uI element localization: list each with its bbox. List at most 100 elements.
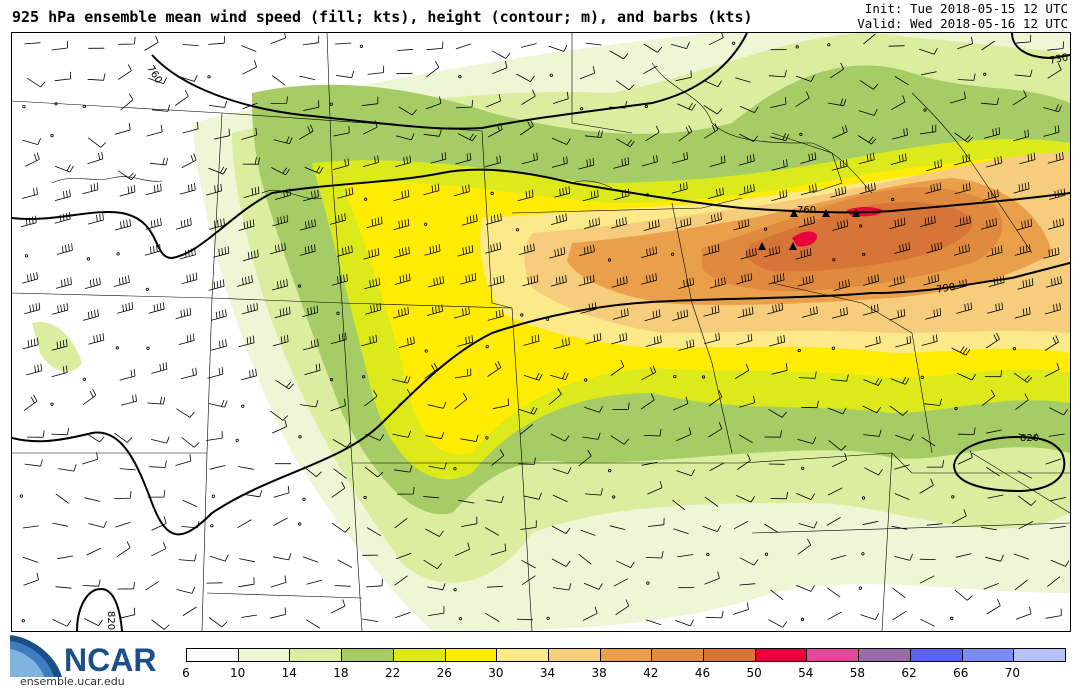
wind-barb — [1045, 458, 1061, 465]
wind-barb — [703, 80, 722, 88]
wind-barb — [208, 100, 228, 108]
colorbar-tick-label: 58 — [849, 666, 866, 680]
wind-barb — [733, 218, 750, 231]
wind-barb — [860, 613, 879, 620]
terrain-marker — [789, 242, 797, 250]
wind-barb — [894, 242, 911, 254]
wind-barb — [208, 218, 225, 230]
wind-barb — [485, 612, 500, 622]
wind-barb — [299, 219, 316, 231]
wind-barb — [455, 43, 472, 50]
colorbar-swatch — [858, 649, 910, 661]
wind-barb — [704, 496, 719, 507]
wind-barb — [708, 422, 723, 438]
calm-marker — [515, 228, 520, 232]
wind-barb — [738, 154, 755, 166]
wind-barb — [1014, 306, 1031, 319]
wind-barb — [797, 275, 814, 287]
calm-marker — [983, 72, 987, 76]
ncar-logo-text: NCAR — [64, 642, 156, 677]
wind-barb — [26, 363, 43, 376]
wind-barb — [579, 66, 596, 80]
wind-barb — [1047, 576, 1061, 587]
wind-barb — [242, 249, 259, 262]
wind-barb — [552, 583, 572, 591]
calm-marker — [607, 258, 612, 262]
wind-barb — [578, 553, 592, 565]
wind-barb — [645, 125, 660, 142]
wind-barb — [920, 71, 937, 76]
colorbar-tick-label: 62 — [901, 666, 917, 680]
wind-barb — [270, 96, 288, 104]
wind-barb — [237, 519, 252, 529]
wind-barb — [986, 429, 1002, 434]
wind-barb — [740, 247, 757, 260]
wind-barb — [957, 450, 973, 465]
wind-barb — [88, 520, 107, 528]
wind-barb — [82, 452, 99, 465]
colorbar-tick-label: 50 — [746, 666, 762, 680]
wind-barb — [300, 400, 319, 408]
wind-barb — [151, 541, 167, 557]
calm-marker — [584, 378, 588, 382]
calm-marker — [832, 258, 836, 262]
wind-barb — [863, 429, 882, 437]
wind-barb — [954, 153, 971, 166]
wind-barb — [181, 437, 200, 448]
wind-barb — [396, 552, 412, 560]
contour-label-790: 790 — [936, 282, 957, 296]
wind-barb — [767, 302, 784, 315]
wind-barb — [925, 308, 942, 320]
calm-marker — [549, 73, 553, 77]
colorbar-tick-label: 26 — [436, 666, 452, 680]
wind-barb — [427, 401, 447, 409]
wind-barb — [645, 619, 662, 626]
colorbar-swatch — [909, 649, 962, 661]
wind-barb — [644, 309, 661, 322]
wind-barb — [175, 307, 192, 320]
wind-barb — [457, 335, 474, 347]
colorbar-tick-label: 66 — [953, 666, 969, 680]
wind-barb — [485, 495, 504, 503]
wind-barb — [1012, 89, 1027, 106]
wind-barb — [147, 490, 166, 498]
calm-marker — [706, 552, 710, 557]
wind-barb — [957, 427, 976, 435]
wind-barb — [921, 334, 938, 346]
wind-barb — [801, 400, 819, 409]
wind-barb — [1018, 495, 1037, 506]
wind-barb — [643, 429, 662, 437]
wind-barb — [770, 97, 787, 108]
contour-label-730: 730 — [1048, 52, 1069, 67]
wind-barb — [485, 155, 502, 168]
wind-barb — [337, 187, 354, 199]
wind-barb — [175, 454, 192, 466]
wind-barb — [330, 599, 346, 614]
calm-marker — [763, 227, 768, 231]
wind-barb — [181, 272, 198, 285]
wind-barb — [21, 272, 38, 284]
wind-barb — [299, 244, 316, 256]
wind-barb — [548, 44, 568, 52]
wind-barb — [956, 302, 973, 314]
wind-barb — [455, 152, 472, 165]
wind-barb — [894, 464, 910, 470]
wind-barb — [703, 244, 720, 256]
wind-barb — [329, 213, 346, 225]
wind-barb — [22, 138, 42, 145]
wind-barb — [82, 579, 101, 587]
wind-barb — [800, 152, 817, 164]
wind-barb — [678, 339, 695, 351]
wind-barb — [1013, 129, 1029, 142]
wind-barb — [671, 152, 688, 164]
wind-barb — [1043, 247, 1060, 259]
wind-barb — [1013, 181, 1030, 194]
wind-barb — [550, 433, 570, 442]
wind-barb — [925, 182, 942, 194]
wind-barb — [707, 187, 724, 199]
wind-barb — [330, 332, 347, 345]
wind-barb — [640, 393, 655, 410]
wind-barb — [582, 189, 599, 202]
calm-marker — [920, 375, 924, 379]
wind-barb — [114, 122, 131, 135]
